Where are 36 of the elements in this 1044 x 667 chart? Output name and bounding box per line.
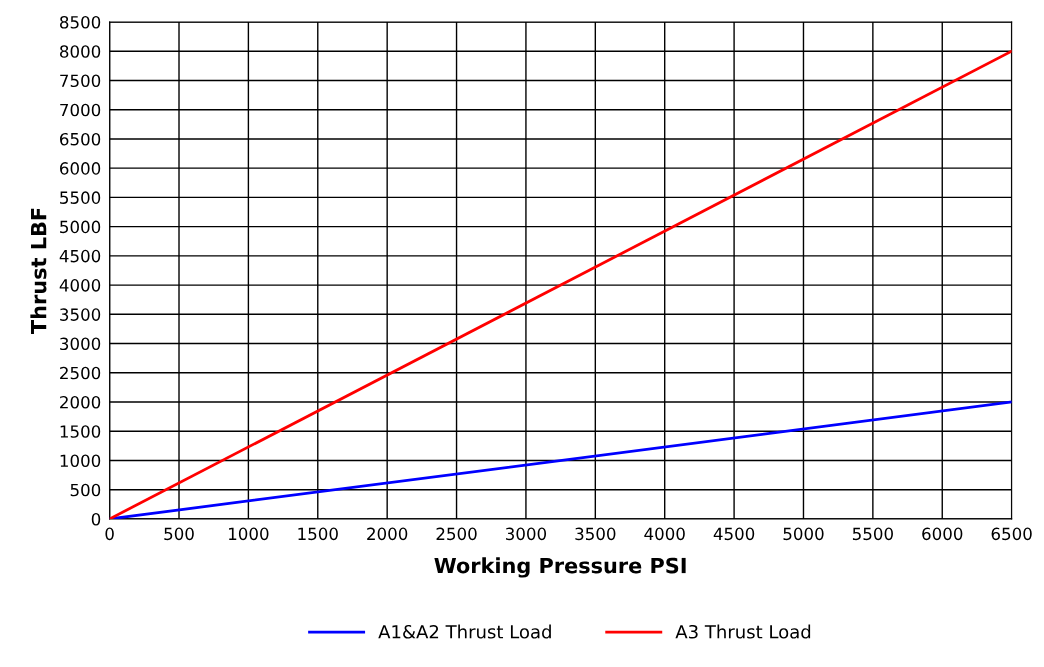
x-tick-label: 2000 bbox=[367, 527, 408, 541]
y-tick-label: 8500 bbox=[60, 15, 101, 29]
y-tick-label: 2000 bbox=[60, 395, 101, 409]
y-tick-label: 4000 bbox=[59, 279, 101, 292]
x-tick-label: 1000 bbox=[229, 527, 269, 541]
y-tick-label: 8000 bbox=[60, 45, 101, 58]
x-tick-label: 4000 bbox=[644, 527, 685, 541]
y-tick-label: 5000 bbox=[60, 220, 101, 234]
y-tick-label: 7000 bbox=[60, 103, 101, 117]
y-tick-label: 2500 bbox=[60, 366, 101, 380]
x-tick-label: 6500 bbox=[991, 527, 1032, 541]
y-tick-label: 1500 bbox=[60, 425, 101, 438]
y-tick-label: 5500 bbox=[60, 191, 101, 204]
x-tick-label: 3500 bbox=[575, 527, 616, 541]
y-axis-title: Thrust LBF bbox=[30, 208, 47, 334]
y-tick-label: 7500 bbox=[60, 74, 101, 88]
x-tick-label: 4500 bbox=[713, 527, 755, 541]
y-tick-label: 0 bbox=[91, 512, 101, 526]
x-tick-label: 5000 bbox=[783, 527, 824, 541]
y-tick-label: 6000 bbox=[60, 162, 101, 175]
legend-label: A1&A2 Thrust Load bbox=[378, 624, 551, 639]
y-tick-label: 3000 bbox=[60, 337, 101, 351]
x-tick-label: 1500 bbox=[298, 527, 338, 541]
x-tick-label: 3000 bbox=[506, 527, 547, 541]
x-tick-label: 0 bbox=[105, 527, 114, 541]
x-axis-title: Working Pressure PSI bbox=[434, 557, 686, 578]
y-tick-label: 6500 bbox=[60, 132, 101, 146]
y-tick-label: 500 bbox=[70, 483, 101, 497]
x-tick-label: 500 bbox=[164, 527, 194, 541]
y-tick-label: 3500 bbox=[60, 308, 101, 321]
legend-label: A3 Thrust Load bbox=[675, 624, 811, 639]
x-tick-label: 6000 bbox=[922, 527, 963, 541]
x-tick-label: 2500 bbox=[436, 527, 477, 541]
y-tick-label: 1000 bbox=[60, 454, 101, 468]
y-tick-label: 4500 bbox=[59, 249, 101, 263]
x-tick-label: 5500 bbox=[852, 527, 893, 541]
